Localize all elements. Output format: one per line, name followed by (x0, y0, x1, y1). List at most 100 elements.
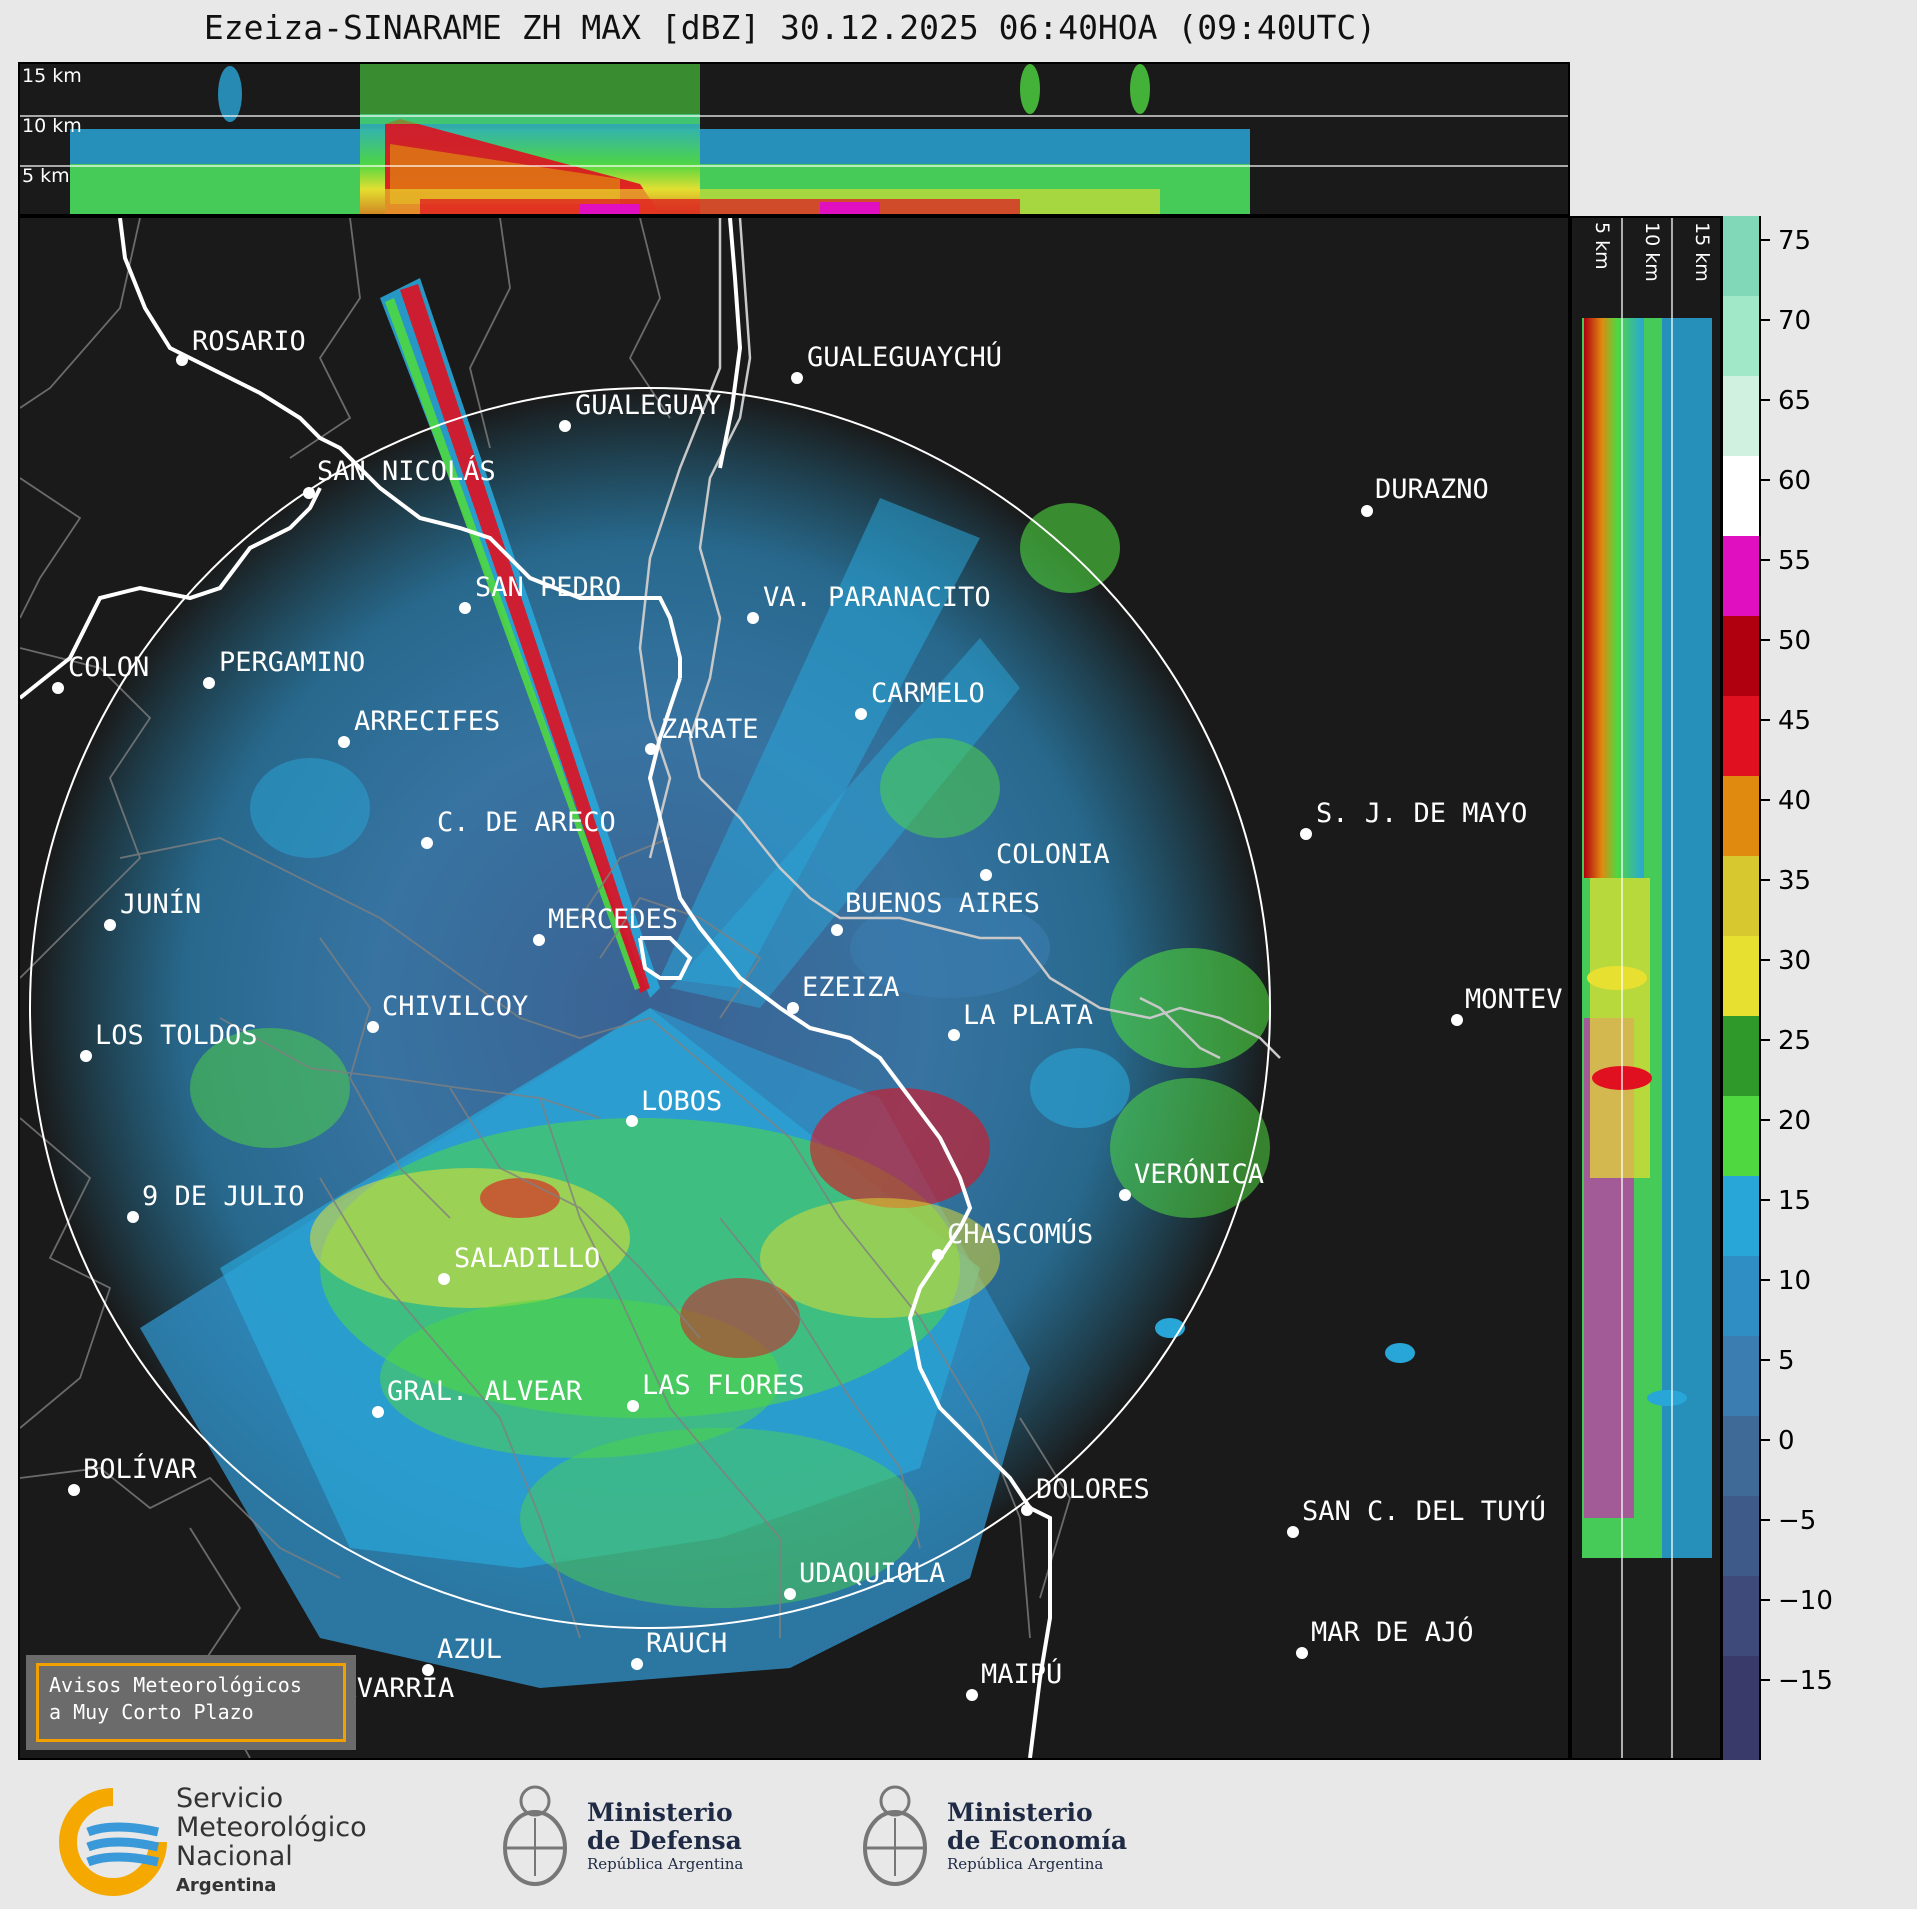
city-saladillo[interactable]: SALADILLO (438, 1243, 600, 1285)
svg-text:DOLORES: DOLORES (1036, 1474, 1150, 1505)
colorbar-band-twenty (1723, 1096, 1759, 1177)
city-udaquiola[interactable]: UDAQUIOLA (784, 1558, 945, 1600)
city-arrecifes[interactable]: ARRECIFES (338, 706, 500, 748)
city-rosario[interactable]: ROSARIO (176, 326, 306, 366)
city-va-paranacito[interactable]: VA. PARANACITO (747, 582, 991, 624)
radar-map-panel[interactable]: ROSARIO GUALEGUAYCHÚ GUALEGUAY SAN NICOL… (18, 216, 1570, 1760)
city-durazno[interactable]: DURAZNO (1361, 474, 1489, 517)
map-title: Ezeiza-SINARAME ZH MAX [dBZ] 30.12.2025 … (203, 8, 1377, 47)
coastline (20, 218, 1052, 1758)
colorbar-band-thirtyfive (1723, 856, 1759, 937)
colorbar-band-seventyfive (1723, 216, 1759, 297)
svg-text:ROSARIO: ROSARIO (192, 326, 306, 357)
side-echo-band (1582, 318, 1712, 1558)
city-colonia[interactable]: COLONIA (980, 839, 1110, 881)
colorbar-tick-label: 75 (1778, 226, 1811, 256)
svg-text:VERÓNICA: VERÓNICA (1134, 1158, 1264, 1190)
city-veronica[interactable]: VERÓNICA (1119, 1158, 1264, 1201)
notice-line-1: Avisos Meteorológicos (49, 1673, 302, 1697)
svg-text:PERGAMINO: PERGAMINO (219, 647, 365, 678)
colorbar-tick-label: 0 (1778, 1426, 1795, 1456)
colorbar-tick-label: −15 (1778, 1666, 1833, 1696)
city-montevideo[interactable]: MONTEV (1451, 984, 1563, 1026)
svg-text:ZARATE: ZARATE (661, 714, 759, 745)
svg-text:MAR DE AJÓ: MAR DE AJÓ (1311, 1616, 1474, 1648)
svg-text:DURAZNO: DURAZNO (1375, 474, 1489, 505)
city-dolores[interactable]: DOLORES (1021, 1474, 1150, 1516)
city-junin[interactable]: JUNÍN (104, 888, 201, 931)
city-rauch[interactable]: RAUCH (631, 1628, 727, 1670)
city-pergamino[interactable]: PERGAMINO (203, 647, 365, 689)
svg-text:CARMELO: CARMELO (871, 678, 985, 709)
city-san-pedro[interactable]: SAN PEDRO (459, 572, 621, 614)
radar-echo-layer (30, 278, 1415, 1688)
rivers (638, 218, 1281, 1060)
city-azul[interactable]: AZUL (422, 1634, 502, 1676)
svg-text:9 DE JULIO: 9 DE JULIO (142, 1181, 305, 1212)
svg-text:MONTEV: MONTEV (1465, 984, 1563, 1015)
svg-text:BUENOS AIRES: BUENOS AIRES (845, 888, 1040, 919)
colorbar-band-seventy (1723, 296, 1759, 377)
svg-text:MERCEDES: MERCEDES (548, 904, 678, 935)
svg-text:SAN C. DEL TUYÚ: SAN C. DEL TUYÚ (1302, 1495, 1546, 1527)
smn-line-3: Nacional (176, 1841, 293, 1872)
top-cross-section-panel: 15 km 10 km 5 km (18, 62, 1570, 216)
city-9-de-julio[interactable]: 9 DE JULIO (127, 1181, 305, 1223)
city-maipu[interactable]: MAIPÚ (966, 1658, 1062, 1701)
city-san-c-del-tuyu[interactable]: SAN C. DEL TUYÚ (1287, 1495, 1546, 1538)
city-carmelo[interactable]: CARMELO (855, 678, 985, 720)
colorbar-band-sixtyfive (1723, 376, 1759, 457)
svg-text:EZEIZA: EZEIZA (802, 972, 900, 1003)
city-lobos[interactable]: LOBOS (626, 1086, 722, 1127)
colorbar-tick-label: 20 (1778, 1106, 1811, 1136)
colorbar-tick-label: 15 (1778, 1186, 1811, 1216)
colorbar-band-neg10 (1723, 1576, 1759, 1657)
economia-logo: Ministerio de Economía República Argenti… (855, 1776, 1127, 1896)
top-alt-label-5km: 5 km (22, 165, 70, 187)
city-colon[interactable]: COLON (52, 652, 149, 694)
svg-text:LAS FLORES: LAS FLORES (642, 1370, 805, 1401)
svg-text:MAIPÚ: MAIPÚ (981, 1658, 1062, 1690)
svg-text:UDAQUIOLA: UDAQUIOLA (799, 1558, 945, 1589)
city-gualeguay[interactable]: GUALEGUAY (559, 390, 721, 432)
city-bolivar[interactable]: BOLÍVAR (68, 1453, 198, 1496)
colorbar-tick-label: 50 (1778, 626, 1811, 656)
city-zarate[interactable]: ZARATE (645, 714, 759, 755)
city-gualeguaychu[interactable]: GUALEGUAYCHÚ (791, 341, 1002, 384)
svg-text:GUALEGUAY: GUALEGUAY (575, 390, 721, 421)
colorbar-tick-label: 35 (1778, 866, 1811, 896)
city-gral-alvear[interactable]: GRAL. ALVEAR (372, 1376, 583, 1418)
notice-box: Avisos Meteorológicos a Muy Corto Plazo (26, 1655, 356, 1750)
svg-text:C. DE ARECO: C. DE ARECO (437, 807, 616, 838)
colorbar-band-zero (1723, 1416, 1759, 1497)
city-mercedes[interactable]: MERCEDES (533, 904, 678, 946)
city-chivilcoy[interactable]: CHIVILCOY (367, 991, 528, 1033)
colorbar-tick-label: 45 (1778, 706, 1811, 736)
colorbar-band-ten (1723, 1256, 1759, 1337)
city-c-de-areco[interactable]: C. DE ARECO (421, 807, 616, 849)
top-alt-label-15km: 15 km (22, 65, 82, 87)
colorbar-band-fifteen (1723, 1176, 1759, 1257)
city-san-nicolas[interactable]: SAN NICOLÁS (303, 455, 496, 499)
city-las-flores[interactable]: LAS FLORES (627, 1370, 805, 1412)
svg-text:LOBOS: LOBOS (641, 1086, 722, 1117)
city-buenos-aires[interactable]: BUENOS AIRES (831, 888, 1040, 936)
colorbar-tick-label: 60 (1778, 466, 1811, 496)
city-sj-de-mayo[interactable]: S. J. DE MAYO (1300, 798, 1527, 840)
side-alt-label-5km: 5 km (1591, 222, 1613, 270)
svg-text:JUNÍN: JUNÍN (120, 888, 201, 920)
svg-text:BOLÍVAR: BOLÍVAR (83, 1453, 198, 1485)
city-ezeiza[interactable]: EZEIZA (787, 972, 900, 1014)
footer: Servicio Meteorológico Nacional Argentin… (0, 1760, 1917, 1909)
city-mar-de-ajo[interactable]: MAR DE AJÓ (1296, 1616, 1474, 1659)
colorbar-tick-label: 40 (1778, 786, 1811, 816)
smn-emblem-icon (59, 1788, 167, 1896)
city-la-plata[interactable]: LA PLATA (948, 1000, 1093, 1041)
svg-text:COLONIA: COLONIA (996, 839, 1110, 870)
svg-text:CHASCOMÚS: CHASCOMÚS (947, 1218, 1093, 1250)
city-chascomus[interactable]: CHASCOMÚS (932, 1218, 1093, 1261)
smn-line-4: Argentina (176, 1875, 277, 1896)
colorbar-band-fifty (1723, 616, 1759, 697)
city-los-toldos[interactable]: LOS TOLDOS (80, 1020, 258, 1062)
svg-text:AZUL: AZUL (437, 1634, 502, 1665)
